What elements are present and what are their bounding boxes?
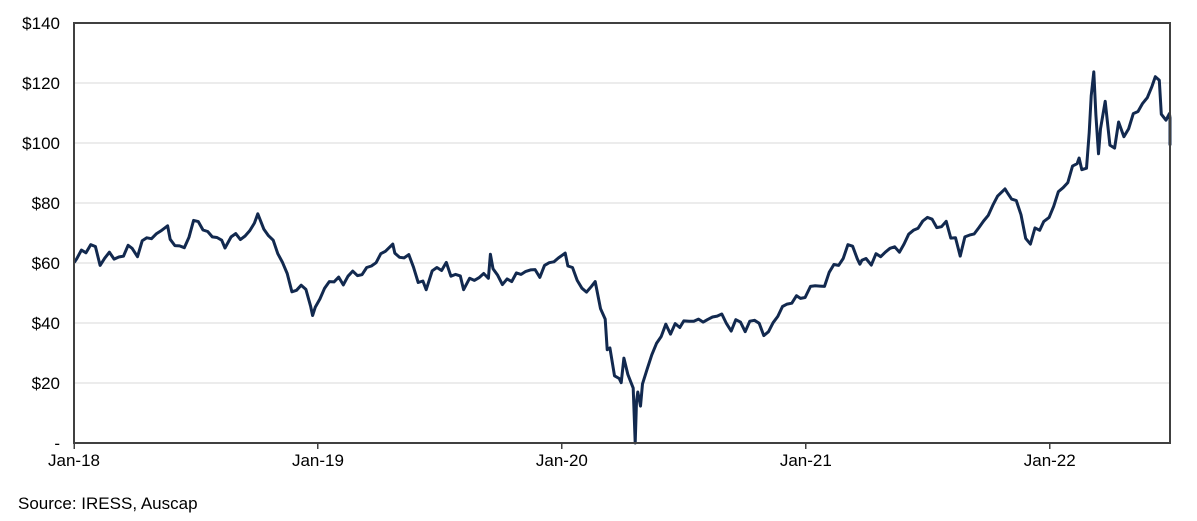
x-axis-label: Jan-21 bbox=[780, 451, 832, 470]
x-axis-label: Jan-19 bbox=[292, 451, 344, 470]
y-axis-label: - bbox=[54, 434, 60, 453]
y-axis-label: $140 bbox=[22, 14, 60, 33]
y-axis-label: $60 bbox=[32, 254, 60, 273]
y-axis-label: $80 bbox=[32, 194, 60, 213]
y-axis-label: $20 bbox=[32, 374, 60, 393]
x-axis-label: Jan-18 bbox=[48, 451, 100, 470]
y-axis-label: $120 bbox=[22, 74, 60, 93]
price-line bbox=[73, 70, 1172, 445]
source-note: Source: IRESS, Auscap bbox=[18, 494, 198, 513]
x-axis-label: Jan-20 bbox=[536, 451, 588, 470]
x-axis-label: Jan-22 bbox=[1024, 451, 1076, 470]
y-axis-label: $40 bbox=[32, 314, 60, 333]
y-axis-label: $100 bbox=[22, 134, 60, 153]
plot-border bbox=[73, 22, 1171, 444]
